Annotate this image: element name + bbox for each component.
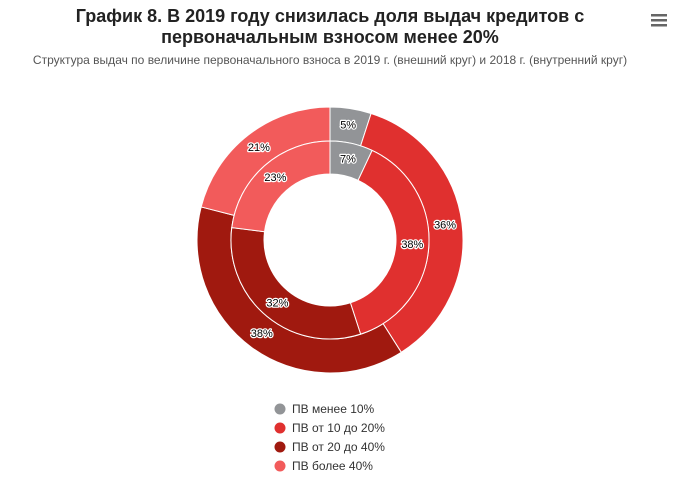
menu-icon-bar xyxy=(651,19,667,22)
legend-marker xyxy=(274,441,286,453)
data-label: 38% xyxy=(251,328,273,340)
legend-label: ПВ менее 10% xyxy=(292,402,375,416)
data-label: 5% xyxy=(340,119,356,131)
legend-label: ПВ более 40% xyxy=(292,459,373,473)
data-label: 38% xyxy=(401,239,423,251)
menu-icon-bar xyxy=(651,24,667,27)
menu-button[interactable] xyxy=(650,12,668,28)
donut-segment xyxy=(349,149,430,335)
legend-label: ПВ от 10 до 20% xyxy=(292,421,385,435)
legend-label: ПВ от 20 до 40% xyxy=(292,440,385,454)
chart-title: График 8. В 2019 году снизилась доля выд… xyxy=(76,6,585,26)
donut-segment xyxy=(196,206,402,374)
chart-title: первоначальным взносом менее 20% xyxy=(161,27,499,47)
data-label: 21% xyxy=(248,142,270,154)
chart-subtitle: Структура выдач по величине первоначальн… xyxy=(33,53,627,67)
data-label: 7% xyxy=(340,153,356,165)
data-label: 36% xyxy=(434,219,456,231)
legend-marker xyxy=(274,403,286,415)
menu-icon-bar xyxy=(651,14,667,17)
donut-segment xyxy=(231,140,331,233)
donut-segment xyxy=(230,227,362,340)
data-label: 23% xyxy=(264,172,286,184)
legend-marker xyxy=(274,460,286,472)
legend-marker xyxy=(274,422,286,434)
data-label: 32% xyxy=(266,297,288,309)
